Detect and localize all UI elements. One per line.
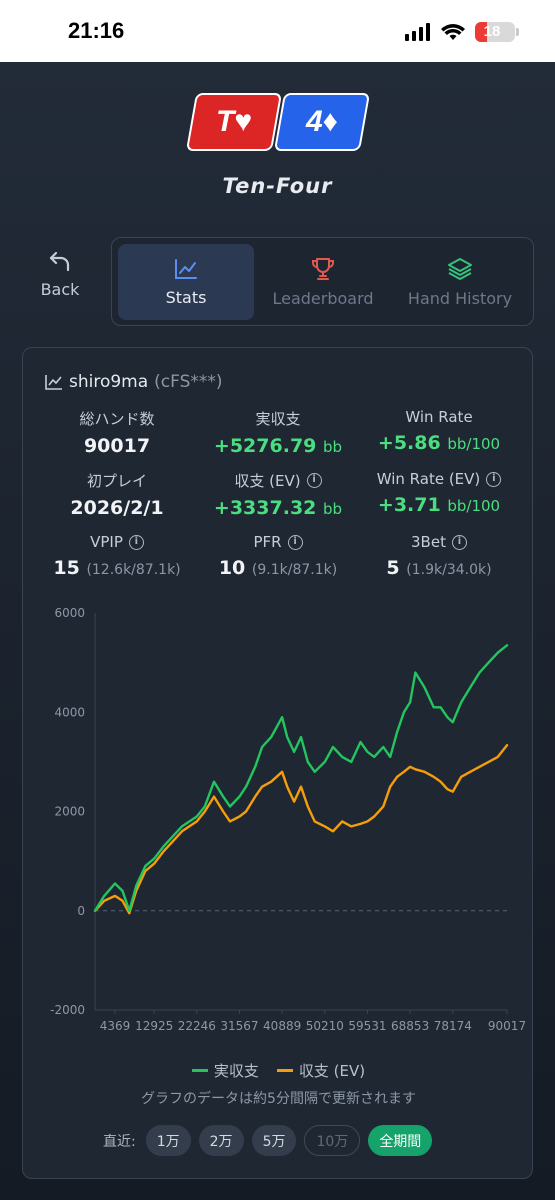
x-tick-label: 22246: [178, 1019, 216, 1033]
y-tick-label: 6000: [54, 606, 85, 620]
stat-label: VPIP i: [37, 533, 197, 551]
y-tick-label: -2000: [50, 1003, 85, 1017]
stat-value: 90017: [83, 435, 151, 457]
back-label: Back: [40, 280, 80, 299]
stats-panel: shiro9ma (cFS***) 総ハンド数 90017 実収支 +5276.…: [22, 347, 533, 1179]
range-all-button[interactable]: 全期間: [368, 1125, 433, 1156]
stat-net: 実収支 +5276.79 bb: [198, 408, 358, 457]
status-bar: 21:16 18: [0, 0, 555, 62]
stat-label: 実収支: [255, 410, 301, 428]
legend-item-net[interactable]: 実収支: [191, 1060, 259, 1081]
update-note: グラフのデータは約5分間隔で更新されます: [141, 1091, 416, 1107]
range-50k-button[interactable]: 5万: [251, 1125, 297, 1156]
range-100k-button[interactable]: 10万: [304, 1125, 361, 1156]
stat-ev: 収支 (EV) i +3337.32 bb: [198, 470, 358, 519]
stat-win-rate: Win Rate +5.86 bb/100: [359, 408, 519, 454]
chart-line-icon: [45, 375, 62, 390]
tab-hand-history-label: Hand History: [407, 288, 513, 308]
x-tick-label: 90017: [488, 1019, 525, 1033]
x-tick-label: 40889: [263, 1019, 301, 1033]
tab-stats-label: Stats: [165, 287, 207, 307]
stat-value: 2026/2/1: [70, 497, 164, 519]
x-tick-label: 31567: [220, 1019, 258, 1033]
info-icon[interactable]: i: [486, 471, 502, 487]
stat-value: 10 (9.1k/87.1k): [218, 557, 338, 579]
stat-value: +5.86 bb/100: [377, 432, 501, 454]
status-icons: 18: [405, 22, 519, 42]
stat-label: Win Rate (EV) i: [359, 470, 519, 488]
tab-stats[interactable]: Stats: [118, 244, 254, 320]
stat-total-hands: 総ハンド数 90017: [37, 408, 197, 457]
user-header: shiro9ma (cFS***): [45, 372, 223, 392]
battery-level: 18: [483, 23, 501, 40]
stat-ev-win-rate: Win Rate (EV) i +3.71 bb/100: [359, 470, 519, 516]
stat-label: 収支 (EV) i: [198, 470, 358, 491]
stat-label: PFR i: [198, 533, 358, 551]
stat-value: +5276.79 bb: [213, 435, 343, 457]
profit-chart: 6000 4000 2000 0 -2000 4369 12925 22246 31567 408…: [50, 606, 525, 1033]
stat-value: 15 (12.6k/87.1k): [53, 557, 181, 579]
username: shiro9ma: [69, 372, 149, 392]
stat-vpip: VPIP i 15 (12.6k/87.1k): [37, 533, 197, 579]
layers-icon: [448, 257, 472, 280]
stat-label: 初プレイ: [86, 472, 147, 490]
range-selector: 直近: 1万 2万 5万 10万 全期間: [103, 1125, 433, 1156]
app-logo: T♥ 4♦: [185, 93, 371, 153]
trophy-icon: [312, 257, 334, 280]
stat-value: +3337.32 bb: [213, 497, 343, 519]
range-10k-button[interactable]: 1万: [145, 1125, 191, 1156]
info-icon[interactable]: i: [128, 534, 144, 550]
tab-hand-history[interactable]: Hand History: [392, 244, 528, 320]
y-tick-label: 4000: [54, 705, 85, 719]
battery-icon: 18: [475, 22, 519, 42]
stat-label: 3Bet i: [359, 533, 519, 551]
stat-first-play: 初プレイ 2026/2/1: [37, 470, 197, 519]
user-tag: (cFS***): [154, 372, 223, 392]
x-tick-label: 59531: [348, 1019, 386, 1033]
x-tick-label: 4369: [100, 1019, 131, 1033]
back-button[interactable]: Back: [28, 250, 92, 320]
stat-label: 総ハンド数: [79, 410, 155, 428]
info-icon[interactable]: i: [287, 534, 303, 550]
series-line-ev: [93, 743, 509, 915]
info-icon[interactable]: i: [306, 473, 322, 488]
status-time: 21:16: [68, 18, 125, 43]
tab-leaderboard[interactable]: Leaderboard: [255, 244, 391, 320]
y-tick-label: 0: [77, 904, 85, 918]
x-tick-label: 50210: [306, 1019, 344, 1033]
stat-label: Win Rate: [405, 408, 473, 426]
signal-icon: [405, 23, 430, 41]
stat-value: +3.71 bb/100: [377, 494, 501, 516]
legend-item-ev[interactable]: 収支 (EV): [276, 1060, 365, 1081]
logo-card-four-diamonds: 4♦: [273, 93, 371, 151]
tab-leaderboard-label: Leaderboard: [272, 288, 374, 308]
brand-name: Ten-Four: [222, 174, 333, 198]
x-tick-label: 78174: [434, 1019, 472, 1033]
back-arrow-icon: [49, 251, 70, 272]
range-20k-button[interactable]: 2万: [198, 1125, 244, 1156]
x-tick-label: 12925: [135, 1019, 173, 1033]
chart-legend: 実収支 収支 (EV): [23, 1060, 534, 1081]
stat-value: 5 (1.9k/34.0k): [386, 557, 492, 579]
wifi-icon: [441, 24, 465, 40]
series-line-net: [93, 644, 509, 912]
range-label: 直近:: [103, 1133, 136, 1150]
tab-bar: Stats Leaderboard Hand History: [111, 237, 534, 326]
chart-line-icon: [175, 258, 197, 279]
info-icon[interactable]: i: [451, 534, 467, 550]
x-tick-label: 68853: [391, 1019, 429, 1033]
y-tick-label: 2000: [54, 805, 85, 819]
stat-pfr: PFR i 10 (9.1k/87.1k): [198, 533, 358, 579]
logo-card-ten-hearts: T♥: [185, 93, 283, 151]
stat-3bet: 3Bet i 5 (1.9k/34.0k): [359, 533, 519, 579]
